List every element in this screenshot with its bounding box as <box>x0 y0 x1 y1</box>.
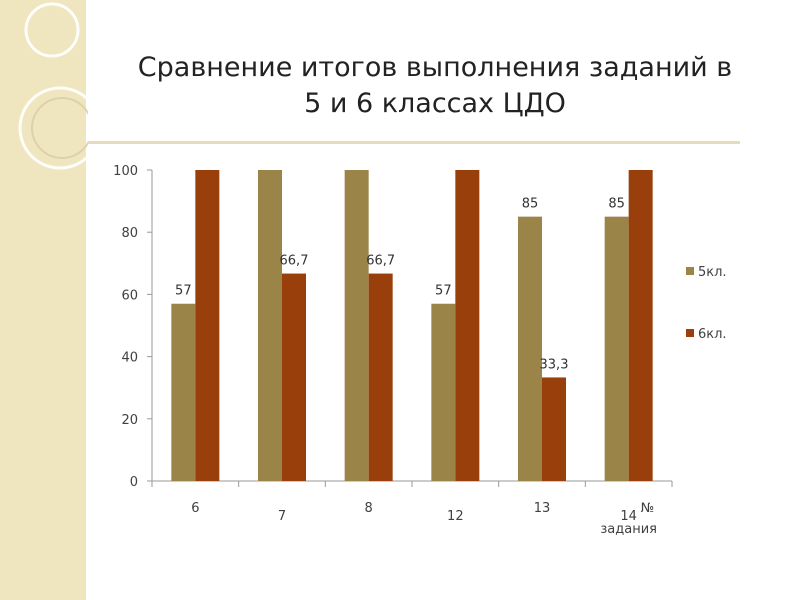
bar-5кл.-13 <box>518 216 542 481</box>
x-tick-label: 7 <box>278 509 286 524</box>
bar-5кл.-6 <box>171 303 196 481</box>
bar-5кл.-12 <box>431 303 456 481</box>
title-line-1: Сравнение итогов выполнения заданий в <box>137 52 733 83</box>
y-tick-label: 60 <box>121 288 138 303</box>
y-tick-label: 0 <box>130 475 138 490</box>
legend-swatch <box>686 267 694 275</box>
y-tick-label: 40 <box>121 351 138 366</box>
x-tick-label: 13 <box>534 501 551 516</box>
data-label: 66,7 <box>280 254 309 269</box>
x-tick-label: 8 <box>365 501 373 516</box>
y-tick-label: 100 <box>113 164 138 179</box>
y-axis: 0 20 40 60 80 100 <box>113 164 153 490</box>
x-tick-label: 14 <box>620 509 637 524</box>
legend-label: 5кл. <box>698 265 727 280</box>
data-labels: 57 57 85 85 66,7 66,7 33,3 <box>175 197 625 373</box>
x-axis-title-line-2: задания <box>600 522 657 537</box>
bar-5кл.-7 <box>258 170 282 481</box>
bar-6кл.-8 <box>368 273 393 481</box>
bar-6кл.-7 <box>282 273 306 481</box>
data-label: 33,3 <box>540 357 569 372</box>
legend: 5кл. 6кл. <box>686 265 727 342</box>
bar-6кл.-13 <box>542 377 566 481</box>
page-title: Сравнение итогов выполнения заданий в 5 … <box>110 50 760 122</box>
bar-6кл.-12 <box>455 170 480 481</box>
bars <box>171 170 653 481</box>
bar-6кл.-14 <box>628 170 653 481</box>
data-label: 85 <box>608 197 625 212</box>
bar-6кл.-6 <box>195 170 220 481</box>
legend-swatch <box>686 329 694 337</box>
y-tick-label: 80 <box>121 226 138 241</box>
title-divider <box>88 141 740 144</box>
y-tick-label: 20 <box>121 413 138 428</box>
decorative-circles <box>18 2 88 170</box>
bar-5кл.-14 <box>604 216 629 481</box>
x-tick-label: 12 <box>447 509 464 524</box>
title-line-2: 5 и 6 классах ЦДО <box>304 88 566 119</box>
data-label: 66,7 <box>366 254 395 269</box>
data-label: 57 <box>435 284 452 299</box>
x-tick-label: 6 <box>191 501 199 516</box>
x-axis: 6 7 8 12 13 14 № задания <box>151 480 673 537</box>
x-axis-title-line-1: № <box>641 501 655 516</box>
bar-5кл.-8 <box>344 170 369 481</box>
legend-label: 6кл. <box>698 327 727 342</box>
data-label: 85 <box>522 197 539 212</box>
data-label: 57 <box>175 284 192 299</box>
band-edge <box>86 0 88 600</box>
